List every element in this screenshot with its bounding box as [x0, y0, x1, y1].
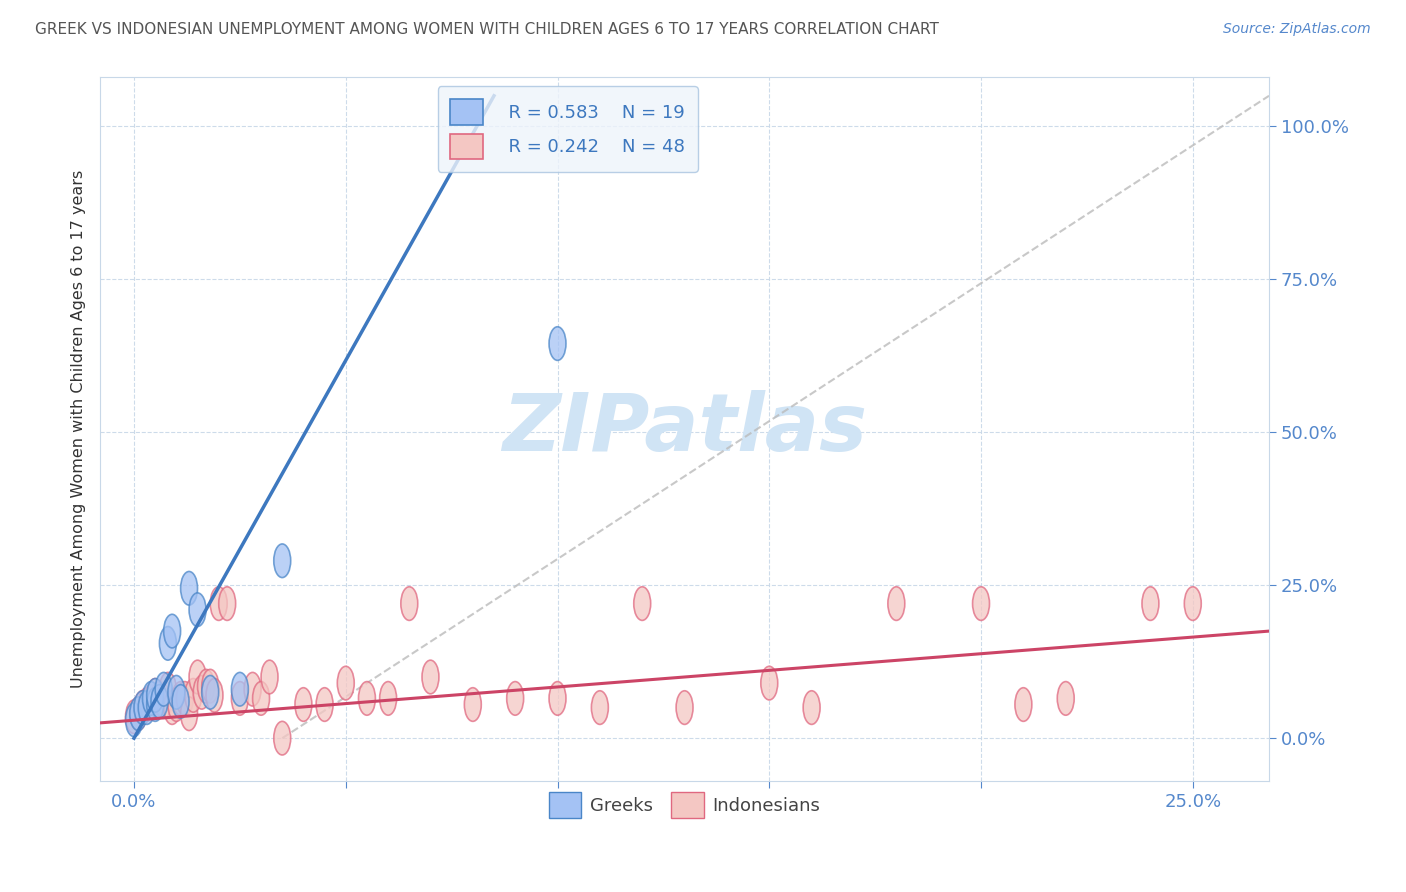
Ellipse shape — [550, 681, 567, 715]
Ellipse shape — [207, 679, 224, 712]
Ellipse shape — [180, 697, 197, 731]
Ellipse shape — [676, 690, 693, 724]
Ellipse shape — [180, 572, 197, 605]
Ellipse shape — [163, 690, 180, 724]
Ellipse shape — [134, 690, 150, 724]
Ellipse shape — [202, 669, 219, 703]
Ellipse shape — [359, 681, 375, 715]
Ellipse shape — [422, 660, 439, 694]
Ellipse shape — [211, 587, 228, 621]
Ellipse shape — [163, 615, 180, 648]
Ellipse shape — [1142, 587, 1159, 621]
Ellipse shape — [761, 666, 778, 700]
Ellipse shape — [380, 681, 396, 715]
Ellipse shape — [232, 673, 249, 706]
Ellipse shape — [138, 690, 155, 724]
Ellipse shape — [337, 666, 354, 700]
Ellipse shape — [316, 688, 333, 722]
Text: Source: ZipAtlas.com: Source: ZipAtlas.com — [1223, 22, 1371, 37]
Ellipse shape — [634, 587, 651, 621]
Legend: Greeks, Indonesians: Greeks, Indonesians — [541, 785, 828, 825]
Ellipse shape — [253, 681, 270, 715]
Ellipse shape — [1057, 681, 1074, 715]
Ellipse shape — [150, 681, 167, 715]
Ellipse shape — [167, 688, 184, 722]
Ellipse shape — [134, 690, 150, 724]
Ellipse shape — [803, 690, 820, 724]
Ellipse shape — [973, 587, 990, 621]
Ellipse shape — [1015, 688, 1032, 722]
Ellipse shape — [295, 688, 312, 722]
Ellipse shape — [142, 685, 159, 718]
Ellipse shape — [401, 587, 418, 621]
Ellipse shape — [125, 703, 142, 737]
Text: ZIPatlas: ZIPatlas — [502, 390, 868, 468]
Ellipse shape — [184, 679, 202, 712]
Ellipse shape — [129, 697, 146, 731]
Ellipse shape — [188, 660, 207, 694]
Y-axis label: Unemployment Among Women with Children Ages 6 to 17 years: Unemployment Among Women with Children A… — [72, 170, 86, 689]
Ellipse shape — [159, 626, 176, 660]
Ellipse shape — [197, 669, 215, 703]
Ellipse shape — [129, 697, 146, 731]
Ellipse shape — [219, 587, 236, 621]
Ellipse shape — [146, 688, 163, 722]
Ellipse shape — [159, 673, 176, 706]
Ellipse shape — [274, 544, 291, 578]
Ellipse shape — [125, 700, 142, 733]
Ellipse shape — [172, 685, 188, 718]
Ellipse shape — [506, 681, 523, 715]
Ellipse shape — [1184, 587, 1201, 621]
Ellipse shape — [193, 675, 211, 709]
Ellipse shape — [150, 685, 167, 718]
Ellipse shape — [550, 326, 567, 360]
Ellipse shape — [245, 673, 262, 706]
Ellipse shape — [202, 675, 219, 709]
Ellipse shape — [274, 722, 291, 755]
Ellipse shape — [138, 688, 155, 722]
Text: GREEK VS INDONESIAN UNEMPLOYMENT AMONG WOMEN WITH CHILDREN AGES 6 TO 17 YEARS CO: GREEK VS INDONESIAN UNEMPLOYMENT AMONG W… — [35, 22, 939, 37]
Ellipse shape — [592, 690, 609, 724]
Ellipse shape — [155, 673, 172, 706]
Ellipse shape — [155, 685, 172, 718]
Ellipse shape — [176, 681, 193, 715]
Ellipse shape — [146, 679, 163, 712]
Ellipse shape — [232, 681, 249, 715]
Ellipse shape — [262, 660, 278, 694]
Ellipse shape — [167, 675, 184, 709]
Ellipse shape — [146, 679, 163, 712]
Ellipse shape — [464, 688, 481, 722]
Ellipse shape — [887, 587, 905, 621]
Ellipse shape — [142, 681, 159, 715]
Ellipse shape — [172, 681, 188, 715]
Ellipse shape — [188, 593, 207, 626]
